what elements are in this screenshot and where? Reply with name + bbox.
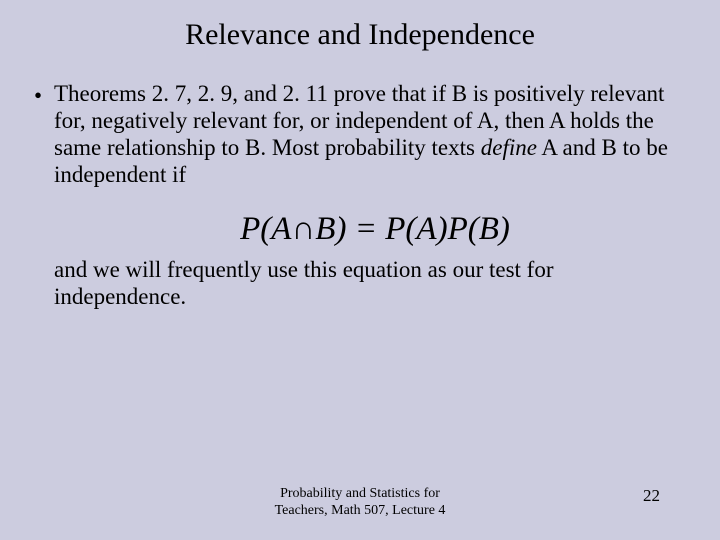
bullet-item: • Theorems 2. 7, 2. 9, and 2. 11 prove t… (34, 80, 686, 189)
bullet-text: Theorems 2. 7, 2. 9, and 2. 11 prove tha… (54, 80, 686, 189)
footer-line2: Teachers, Math 507, Lecture 4 (0, 503, 720, 520)
footer-line1: Probability and Statistics for (0, 486, 720, 503)
page-number: 22 (643, 486, 660, 506)
footer-center: Probability and Statistics for Teachers,… (0, 486, 720, 520)
continuation-text: and we will frequently use this equation… (34, 256, 686, 310)
slide-title: Relevance and Independence (0, 0, 720, 52)
equation: P(A∩B) = P(A)P(B) (34, 189, 686, 256)
bullet-text-italic: define (481, 135, 537, 160)
footer: Probability and Statistics for Teachers,… (0, 486, 720, 520)
bullet-mark: • (34, 80, 54, 109)
slide-body: • Theorems 2. 7, 2. 9, and 2. 11 prove t… (0, 52, 720, 310)
